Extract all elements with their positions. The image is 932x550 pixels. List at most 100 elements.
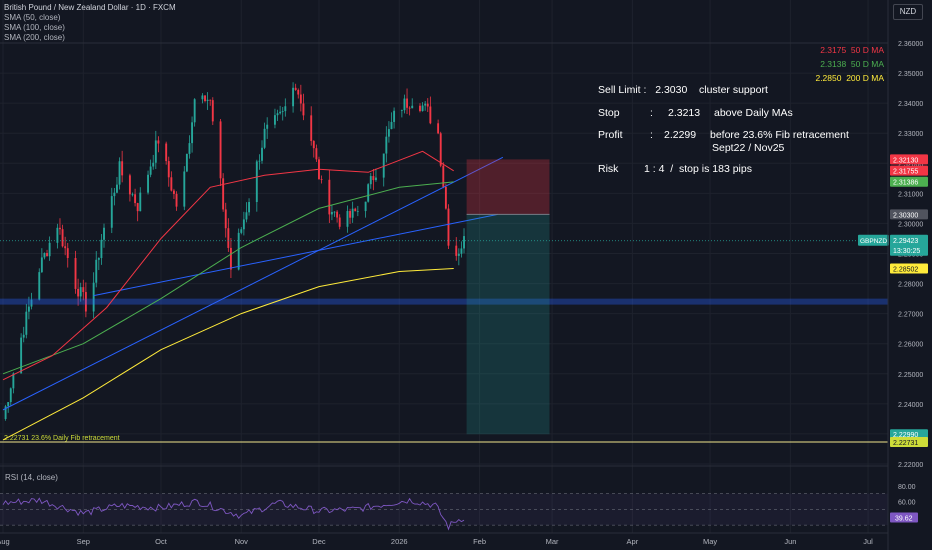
candle-body: [211, 100, 214, 122]
time-tick-label[interactable]: Aug: [0, 537, 10, 546]
chart-header: British Pound / New Zealand Dollar · 1D …: [4, 3, 176, 43]
ma-legend-row: 2.3138 50 D MA: [820, 59, 884, 69]
candle-body: [170, 177, 173, 191]
ma-legend-row: 2.2850 200 D MA: [815, 73, 884, 83]
candle-body: [281, 111, 284, 112]
candle-body: [219, 121, 222, 179]
note-sell-limit-comment: cluster support: [699, 84, 768, 96]
candle-body: [97, 258, 100, 260]
candle-body: [276, 113, 279, 116]
rsi-tick-label: 80.00: [898, 484, 916, 491]
chart-title[interactable]: British Pound / New Zealand Dollar · 1D …: [4, 3, 176, 12]
candle-body: [118, 161, 121, 185]
candle-body: [302, 103, 305, 116]
time-tick-label[interactable]: Sep: [77, 537, 90, 546]
candle-body: [40, 257, 43, 273]
note-profit: Profit:2.2299 before 23.6% Fib retracemen…: [598, 129, 849, 141]
price-tick-label: 2.34000: [898, 101, 923, 108]
ma-legend-row: 2.3175 50 D MA: [820, 45, 884, 55]
candle-body: [240, 229, 243, 233]
candle-body: [12, 373, 15, 389]
time-tick-label[interactable]: Nov: [235, 537, 249, 546]
candle-body: [229, 247, 232, 270]
symbol-tag-name: GBPNZD: [860, 238, 887, 245]
candle-body: [136, 203, 139, 212]
candle-body: [84, 292, 87, 312]
indicator-sma-50[interactable]: SMA (50, close): [4, 13, 61, 22]
note-stop-comment: above Daily MAs: [714, 107, 793, 119]
candle-body: [429, 106, 432, 124]
indicator-sma-100[interactable]: SMA (100, close): [4, 23, 65, 32]
candle-body: [201, 95, 204, 100]
candle-body: [100, 239, 103, 259]
note-profit-comment: before 23.6% Fib retracement: [710, 129, 849, 141]
note-sell-limit-label: Sell Limit :: [598, 84, 647, 96]
candle-body: [258, 160, 261, 162]
time-tick-label[interactable]: 2026: [391, 537, 408, 546]
candle-body: [56, 227, 59, 243]
support-zone: [0, 298, 888, 305]
candle-body: [411, 105, 414, 109]
time-tick-label[interactable]: Jun: [784, 537, 796, 546]
candle-body: [439, 133, 442, 166]
indicator-sma-200[interactable]: SMA (200, close): [4, 33, 65, 42]
note-risk-value: 1 : 4 / stop is 183 pips: [644, 163, 752, 175]
price-tag-stop: 2.31755: [893, 169, 918, 176]
candle-body: [248, 202, 250, 213]
currency-button[interactable]: NZD: [893, 4, 923, 20]
time-tick-label[interactable]: Dec: [312, 537, 326, 546]
price-tag-entry: 2.30300: [893, 212, 918, 219]
candle-body: [103, 227, 105, 240]
candle-body: [206, 99, 209, 102]
trend-line-shallow: [93, 213, 498, 297]
time-tick-label[interactable]: Mar: [546, 537, 559, 546]
symbol-tag-bg: [858, 234, 889, 246]
price-tag-sma50-bg: [890, 154, 928, 165]
candle-body: [266, 124, 269, 129]
time-tick-label[interactable]: May: [703, 537, 717, 546]
candle-body: [128, 175, 131, 195]
time-tick-label[interactable]: Feb: [473, 537, 486, 546]
price-tag-sma50: 2.32130: [893, 157, 918, 164]
rsi-value-tag: 39.62: [895, 516, 913, 523]
candle-body: [82, 287, 85, 293]
candle-body: [116, 184, 118, 193]
candle-body: [292, 87, 295, 107]
price-tag-sma200-bg: [890, 263, 928, 274]
time-tick-label[interactable]: Jul: [863, 537, 873, 546]
candle-body: [444, 186, 447, 209]
candle-body: [442, 165, 445, 187]
candle-body: [447, 208, 450, 246]
price-tag-sma100-bg: [890, 176, 928, 187]
candle-body: [255, 161, 258, 203]
candle-body: [165, 143, 168, 162]
candle-body: [172, 190, 175, 194]
candle-body: [299, 94, 302, 104]
candle-body: [279, 111, 282, 114]
last-price-tag-bg: [890, 234, 928, 256]
price-tick-label: 2.35000: [898, 71, 923, 78]
candle-body: [263, 128, 266, 148]
time-tick-label[interactable]: Oct: [155, 537, 168, 546]
price-tick-label: 2.25000: [898, 372, 923, 379]
candle-body: [372, 176, 375, 181]
candle-body: [463, 236, 465, 249]
candle-body: [204, 95, 206, 102]
rsi-label[interactable]: RSI (14, close): [5, 473, 58, 482]
trade-stop-zone: [466, 159, 550, 215]
price-tag-sma200: 2.28502: [893, 266, 918, 273]
candle-body: [59, 227, 61, 230]
note-stop-label: Stop: [598, 107, 620, 119]
candle-body: [183, 171, 186, 207]
note-sell-limit: Sell Limit : 2.3030 cluster support: [598, 84, 768, 96]
candle-body: [333, 211, 336, 213]
time-tick-label[interactable]: Apr: [627, 537, 639, 546]
price-tag-entry-bg: [890, 209, 928, 220]
price-tag-fib: 2.22731: [893, 440, 918, 447]
candle-body: [237, 232, 240, 270]
candle-body: [426, 103, 429, 107]
candle-body: [367, 184, 370, 202]
price-tick-label: 2.36000: [898, 41, 923, 48]
candle-body: [403, 98, 406, 111]
